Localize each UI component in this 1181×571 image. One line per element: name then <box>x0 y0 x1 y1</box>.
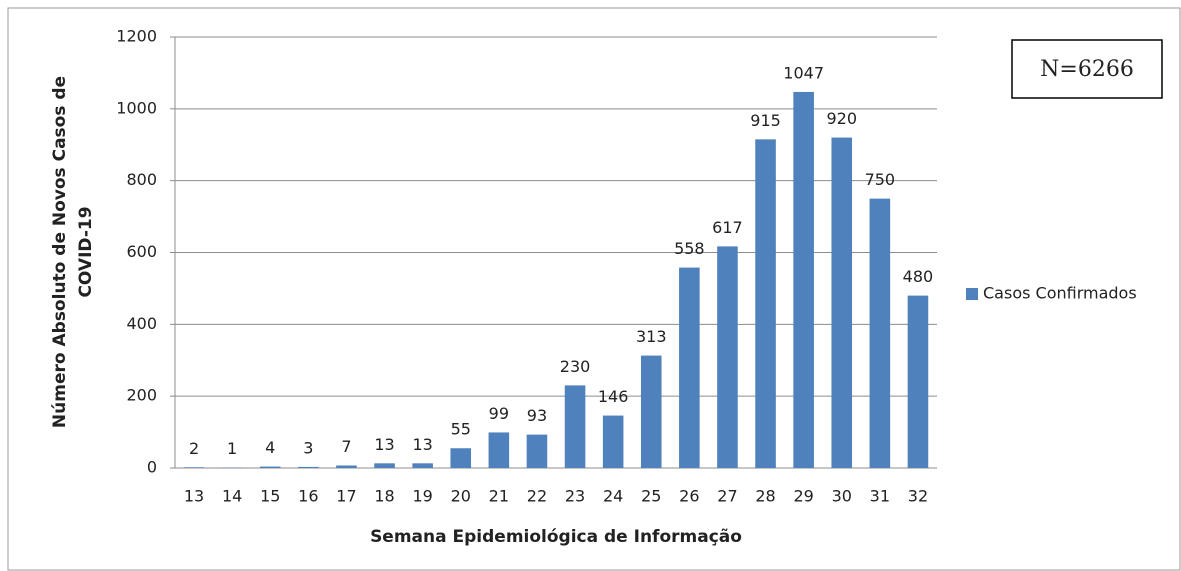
data-label: 313 <box>636 327 667 346</box>
bar <box>679 267 700 468</box>
y-axis-title: Número Absoluto de Novos Casos de <box>50 76 70 428</box>
bar <box>640 355 662 468</box>
bar <box>564 385 586 468</box>
x-tick-label: 14 <box>222 487 242 506</box>
annotation: N=6266 <box>1040 57 1134 82</box>
data-label: 4 <box>265 438 275 457</box>
data-label: 13 <box>412 435 432 454</box>
data-label: 920 <box>826 109 857 128</box>
y-tick-label: 200 <box>126 386 157 405</box>
x-tick-label: 15 <box>260 487 280 506</box>
data-label: 99 <box>489 404 509 423</box>
bar <box>298 466 319 468</box>
data-label: 13 <box>374 435 394 454</box>
x-tick-label: 22 <box>527 487 547 506</box>
bar <box>831 137 853 469</box>
bar <box>259 466 281 468</box>
x-tick-label: 31 <box>870 487 890 506</box>
y-tick-label: 1000 <box>116 98 157 117</box>
x-tick-label: 26 <box>679 487 699 506</box>
data-label: 93 <box>527 406 547 425</box>
x-tick-label: 24 <box>603 487 623 506</box>
data-label: 915 <box>750 111 781 130</box>
legend-swatch <box>966 288 978 300</box>
x-tick-label: 32 <box>908 487 928 506</box>
bar <box>526 434 548 468</box>
bar <box>907 295 929 468</box>
x-tick-label: 23 <box>565 487 585 506</box>
annotation-box <box>1011 39 1163 99</box>
y-tick-label: 600 <box>126 242 157 261</box>
x-tick-label: 29 <box>793 487 813 506</box>
data-label: 55 <box>451 420 471 439</box>
x-tick-label: 19 <box>412 487 432 506</box>
x-tick-label: 25 <box>641 487 661 506</box>
bar <box>717 246 738 468</box>
bar <box>374 463 395 468</box>
data-label: 1047 <box>783 63 824 82</box>
bar <box>869 198 891 468</box>
bar <box>755 139 776 469</box>
y-tick-label: 1200 <box>116 27 157 46</box>
x-tick-label: 30 <box>832 487 852 506</box>
bar <box>450 448 472 468</box>
bar <box>412 463 433 468</box>
x-tick-label: 17 <box>336 487 356 506</box>
data-label: 750 <box>865 170 896 189</box>
data-label: 480 <box>903 267 934 286</box>
chart-border <box>7 7 1181 571</box>
x-tick-label: 21 <box>489 487 509 506</box>
data-label: 3 <box>303 438 313 457</box>
x-tick-label: 13 <box>184 487 204 506</box>
y-tick-label: 0 <box>147 458 157 477</box>
data-label: 230 <box>560 357 591 376</box>
data-label: 7 <box>341 437 351 456</box>
data-label: 617 <box>712 218 743 237</box>
x-tick-label: 28 <box>755 487 775 506</box>
legend-label: Casos Confirmados <box>983 284 1137 303</box>
data-label: 2 <box>189 439 199 458</box>
bar <box>488 432 510 468</box>
data-label: 1 <box>227 439 237 458</box>
bar <box>183 467 205 468</box>
bar <box>793 91 814 468</box>
y-tick-label: 800 <box>126 170 157 189</box>
y-tick-label: 400 <box>126 314 157 333</box>
data-label: 146 <box>598 387 629 406</box>
bar <box>336 465 357 468</box>
x-tick-label: 20 <box>451 487 471 506</box>
x-tick-label: 18 <box>374 487 394 506</box>
x-axis-title: Semana Epidemiológica de Informação <box>370 527 742 547</box>
x-tick-label: 27 <box>717 487 737 506</box>
x-tick-label: 16 <box>298 487 318 506</box>
bar <box>602 415 624 468</box>
y-axis-title: COVID-19 <box>76 206 96 297</box>
data-label: 558 <box>674 239 705 258</box>
